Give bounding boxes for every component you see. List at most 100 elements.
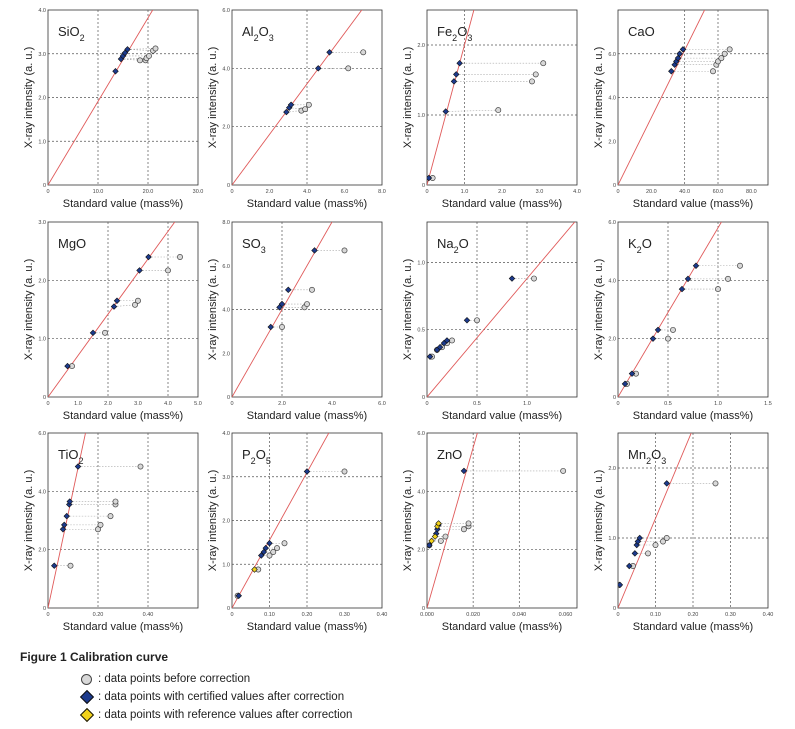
point-certified: [315, 65, 322, 72]
calibration-line: [232, 222, 333, 397]
point-certified: [678, 285, 686, 293]
point-before: [663, 535, 670, 541]
point-certified: [63, 512, 70, 520]
connector-line: [113, 304, 136, 307]
figure-caption: Figure 1 Calibration curve : data points…: [20, 650, 780, 724]
y-tick-label: 0: [227, 183, 230, 189]
connector-line: [127, 49, 154, 51]
x-tick-label: 0.000: [420, 612, 434, 618]
chart-panel-2: 0 1.0 2.0 3.0 4.0 0 1.0 2.0 Fe2O3 Standard value …: [402, 9, 581, 210]
y-axis-title: X-ray intensity (a. u.): [402, 470, 414, 571]
point-certified: [66, 501, 73, 508]
point-before: [146, 52, 152, 59]
y-tick-label: 2.0: [608, 466, 616, 472]
y-tick-label: 1.0: [608, 536, 616, 542]
point-before: [137, 57, 143, 64]
point-certified: [285, 286, 292, 294]
point-reference: [431, 533, 439, 540]
point-before: [652, 542, 659, 548]
point-certified: [631, 550, 639, 557]
point-certified: [633, 541, 640, 549]
calibration-line: [427, 10, 475, 185]
chart-panel-1: 0 2.0 4.0 6.0 8.0 0 2.0 4.0 6.0 Al2O3 Standard val…: [207, 8, 386, 210]
chart-panel-5: 0 2.0 4.0 6.0 0 2.0 4.0 6.0 8.0 SO3 Standard value…: [207, 220, 386, 422]
panel-title: SO3: [242, 236, 266, 255]
point-certified: [618, 581, 624, 589]
calibration-line: [427, 222, 576, 397]
point-before: [737, 262, 743, 269]
point-before: [532, 71, 539, 78]
point-before: [442, 533, 449, 540]
point-certified: [278, 300, 286, 308]
x-tick-label: 10.0: [93, 189, 104, 195]
chart-panel-6: 0 0.5 1.0 0 0.5 1.0 Na2O Standard value (mass%)…: [402, 221, 578, 422]
y-tick-label: 0: [422, 606, 425, 612]
point-before: [152, 45, 159, 52]
point-certified: [51, 562, 58, 569]
point-certified: [283, 108, 290, 116]
y-tick-label: 1.0: [38, 337, 46, 343]
point-before: [670, 326, 676, 333]
point-before: [341, 468, 348, 475]
x-tick-label: 1.0: [523, 401, 531, 407]
y-tick-label: 2.0: [222, 351, 230, 357]
point-before: [266, 552, 273, 559]
legend-label-before: : data points before correction: [98, 673, 251, 685]
point-certified: [626, 562, 633, 570]
plot-frame: [47, 432, 199, 609]
y-tick-label: 0.5: [417, 328, 425, 334]
panel-title: Fe2O3: [437, 24, 472, 43]
y-tick-label: 4.0: [38, 489, 46, 495]
point-before: [712, 480, 719, 487]
point-certified: [692, 262, 700, 269]
point-certified: [235, 592, 242, 599]
y-tick-label: 0: [613, 395, 616, 401]
x-axis-title: Standard value (mass%): [247, 198, 367, 210]
x-tick-label: 20.0: [143, 189, 154, 195]
y-tick-label: 4.0: [222, 66, 230, 72]
point-certified: [450, 78, 458, 85]
chart-panel-3: 0 20.0 40.0 60.0 80.0 0 2.0 4.0 6.0 CaO Standard v…: [593, 9, 769, 210]
point-certified: [66, 498, 73, 505]
point-certified: [674, 54, 682, 62]
x-tick-label: 0.10: [264, 612, 275, 618]
calibration-line: [618, 222, 722, 397]
point-before: [274, 545, 280, 552]
point-certified: [287, 101, 295, 109]
y-tick-label: 6.0: [417, 431, 425, 437]
x-tick-label: 0: [230, 401, 233, 407]
point-certified: [136, 267, 143, 274]
point-before: [529, 78, 535, 85]
calibration-line: [618, 10, 706, 185]
point-certified: [258, 552, 265, 559]
point-certified: [124, 46, 131, 53]
panel-title: TiO2: [58, 447, 83, 466]
point-reference: [435, 520, 442, 527]
x-tick-label: 0: [230, 612, 233, 618]
y-axis-title: X-ray intensity (a. u.): [207, 259, 219, 360]
x-tick-label: 0.20: [688, 612, 699, 618]
point-before: [341, 247, 348, 254]
connector-line: [120, 57, 147, 60]
y-tick-label: 4.0: [222, 308, 230, 314]
y-tick-label: 0: [613, 183, 616, 189]
calibration-line: [232, 10, 363, 185]
plot-area: [427, 10, 577, 185]
diamond-blue-icon: [79, 689, 95, 705]
chart-panel-8: 0 0.20 0.40 0 2.0 4.0 6.0 TiO2 Standard value (m…: [23, 431, 199, 633]
x-tick-label: 0.30: [725, 612, 736, 618]
x-axis-title: Standard value (mass%): [633, 410, 753, 422]
plot-area: [48, 222, 198, 397]
calibration-line: [427, 433, 478, 608]
point-certified: [684, 275, 692, 283]
y-tick-label: 4.0: [608, 278, 616, 284]
y-axis-title: X-ray intensity (a. u.): [23, 470, 35, 571]
y-axis-title: X-ray intensity (a. u.): [593, 259, 605, 360]
y-tick-label: 0: [43, 395, 46, 401]
x-tick-label: 0: [425, 401, 428, 407]
point-before: [540, 60, 547, 67]
point-certified: [654, 326, 662, 334]
x-axis-title: Standard value (mass%): [63, 410, 183, 422]
x-tick-label: 5.0: [194, 401, 202, 407]
y-axis-title: X-ray intensity (a. u.): [593, 470, 605, 571]
